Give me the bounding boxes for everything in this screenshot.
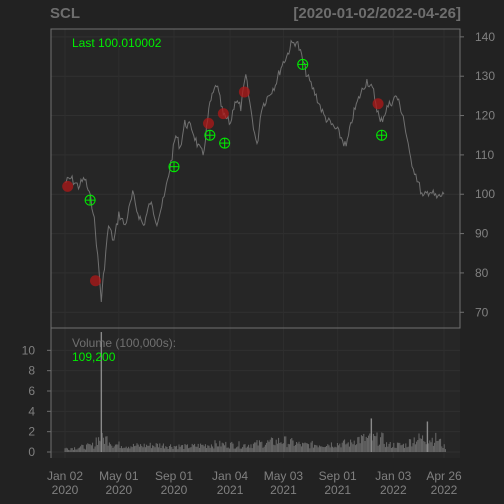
volume-tick-label: 8: [28, 364, 35, 378]
date-tick-year: 2020: [52, 483, 79, 497]
last-price-label: Last 100.010002: [72, 36, 162, 50]
price-tick-label: 100: [475, 187, 495, 201]
volume-panel-label: Volume (100,000s):: [72, 336, 177, 350]
chart-date-range: [2020-01-02/2022-04-26]: [293, 5, 461, 22]
volume-tick-label: 2: [28, 425, 35, 439]
volume-tick-label: 0: [28, 445, 35, 459]
date-tick-label: Jan 03: [375, 469, 411, 483]
date-tick-label: Jan 04: [212, 469, 248, 483]
price-tick-label: 70: [475, 305, 489, 319]
red-signal-marker: [62, 180, 74, 192]
date-tick-year: 2020: [105, 483, 132, 497]
price-tick-label: 90: [475, 227, 489, 241]
date-tick-label: May 03: [264, 469, 304, 483]
date-tick-year: 2021: [324, 483, 351, 497]
volume-tick-label: 4: [28, 404, 35, 418]
price-tick-label: 120: [475, 109, 495, 123]
chart-symbol-title: SCL: [50, 5, 80, 22]
price-tick-label: 110: [475, 148, 494, 162]
price-series-line: [64, 39, 445, 303]
date-tick-label: Jan 02: [47, 469, 83, 483]
date-tick-year: 2022: [431, 483, 458, 497]
date-tick-label: Apr 26: [426, 469, 462, 483]
red-signal-marker: [203, 117, 215, 129]
red-signal-marker: [89, 275, 101, 287]
date-tick-year: 2021: [217, 483, 244, 497]
price-tick-label: 140: [475, 30, 495, 44]
volume-last-value: 109,200: [72, 350, 116, 364]
red-signal-marker: [372, 98, 384, 110]
red-signal-marker: [238, 86, 250, 98]
date-tick-label: Sep 01: [155, 469, 193, 483]
red-signal-marker: [217, 108, 229, 120]
date-tick-label: May 01: [99, 469, 139, 483]
date-tick-year: 2022: [380, 483, 407, 497]
date-tick-label: Sep 01: [319, 469, 357, 483]
plot-background: [51, 29, 460, 458]
price-tick-label: 130: [475, 69, 495, 83]
date-tick-year: 2021: [270, 483, 297, 497]
volume-tick-label: 10: [22, 343, 36, 357]
price-tick-label: 80: [475, 266, 489, 280]
volume-tick-label: 6: [28, 384, 35, 398]
date-tick-year: 2020: [161, 483, 188, 497]
